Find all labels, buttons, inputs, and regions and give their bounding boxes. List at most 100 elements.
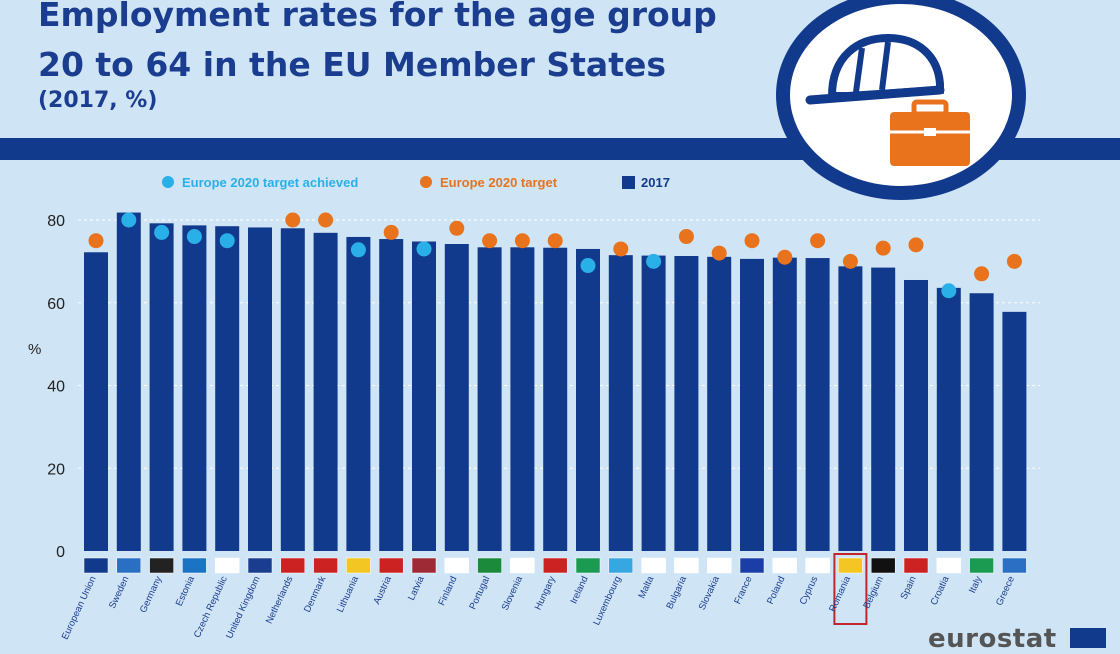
bar (772, 257, 797, 551)
target-marker (613, 241, 629, 257)
y-tick-label: 80 (47, 213, 65, 230)
bar (641, 255, 666, 551)
target-marker (482, 233, 498, 249)
category-label: Ireland (568, 575, 590, 606)
flag-icon (870, 557, 896, 574)
flag-icon (149, 557, 174, 574)
flag-icon (510, 557, 535, 574)
category-label: Germany (138, 574, 165, 614)
bar (576, 248, 600, 551)
bar (116, 212, 141, 552)
target-marker (974, 266, 990, 282)
flag-icon (706, 557, 732, 574)
bar (1002, 311, 1027, 551)
target-marker (711, 245, 727, 261)
flag-icon (313, 557, 338, 574)
legend-bar: 2017 (622, 174, 670, 190)
target-marker (908, 237, 924, 253)
category-label: Malta (637, 574, 657, 600)
target-marker (318, 212, 334, 228)
hardhat-briefcase-icon (805, 33, 970, 166)
category-label: Spain (898, 575, 918, 602)
bar (412, 241, 436, 551)
target-marker (842, 253, 858, 269)
flag-icon (641, 557, 666, 574)
y-tick-label: 0 (56, 544, 65, 561)
y-tick-label: 60 (47, 296, 65, 313)
category-label: Greece (994, 575, 1017, 608)
legend-target: Europe 2020 target (420, 174, 557, 190)
target-marker (777, 249, 793, 265)
flag-icon (83, 557, 109, 574)
category-label: Italy (967, 574, 984, 595)
category-label: Croatia (929, 574, 952, 607)
chart-title: Employment rates for the age group 20 to… (38, 0, 717, 90)
flag-icon (346, 557, 371, 574)
category-label: Bulgaria (664, 574, 689, 611)
flag-icon (936, 557, 962, 574)
category-label: Luxembourg (591, 575, 623, 628)
target-achieved-marker (121, 212, 137, 228)
flag-icon (805, 557, 830, 574)
bar (707, 256, 732, 551)
target-marker (88, 233, 104, 249)
flag-icon (444, 557, 470, 574)
category-label: Finland (436, 575, 459, 608)
category-label: Slovenia (500, 574, 526, 612)
bar (215, 226, 240, 552)
category-label: Denmark (302, 574, 328, 614)
legend-target-label: Europe 2020 target (440, 174, 558, 190)
flag-icon (214, 557, 240, 574)
category-label: Lithuania (335, 574, 362, 614)
target-achieved-marker (646, 253, 662, 269)
target-achieved-marker (154, 224, 170, 240)
flag-icon (542, 557, 568, 574)
target-marker (449, 220, 465, 236)
highlight-box (833, 553, 868, 625)
category-label: Slovakia (697, 574, 722, 612)
eu-logo-flag-icon (1070, 628, 1106, 648)
flag-icon (838, 557, 863, 574)
category-label: Belgium (861, 575, 886, 611)
target-marker (1006, 253, 1022, 269)
bar (444, 243, 469, 551)
target-marker (744, 233, 760, 249)
flag-icon (1002, 557, 1027, 574)
bar (838, 266, 863, 551)
bar (313, 232, 338, 552)
flag-icon (772, 557, 798, 574)
title-line-2: 20 to 64 in the EU Member States (38, 45, 666, 84)
category-label: Czech Republic (192, 574, 230, 639)
bar (674, 255, 699, 551)
bar (182, 225, 207, 551)
bar (543, 247, 568, 551)
flag-icon (739, 557, 765, 574)
eurostat-logo: eurostat (928, 624, 1057, 654)
bar-square-icon (622, 175, 635, 189)
target-achieved-marker (219, 233, 235, 249)
category-label: United Kingdom (224, 575, 263, 641)
target-achieved-marker (941, 283, 957, 299)
target-achieved-marker (580, 258, 596, 274)
category-label: Poland (765, 575, 787, 606)
bar (904, 279, 928, 551)
category-label: Portugal (467, 575, 492, 612)
category-label: Latvia (406, 574, 427, 602)
flag-icon (116, 557, 142, 574)
target-marker (285, 212, 301, 228)
bar (477, 247, 502, 551)
category-label: Netherlands (264, 574, 296, 625)
bar (379, 239, 404, 551)
bar (248, 227, 272, 551)
employment-badge (776, 0, 1026, 200)
legend-achieved: Europe 2020 target achieved (162, 174, 358, 190)
target-achieved-marker (350, 242, 366, 258)
bar (149, 223, 174, 551)
flag-icon (969, 557, 994, 574)
bar (280, 228, 305, 551)
target-marker (810, 233, 826, 249)
target-marker (514, 233, 530, 249)
category-label: Romania (827, 574, 853, 614)
flag-icon (608, 557, 634, 574)
bar (510, 247, 535, 551)
